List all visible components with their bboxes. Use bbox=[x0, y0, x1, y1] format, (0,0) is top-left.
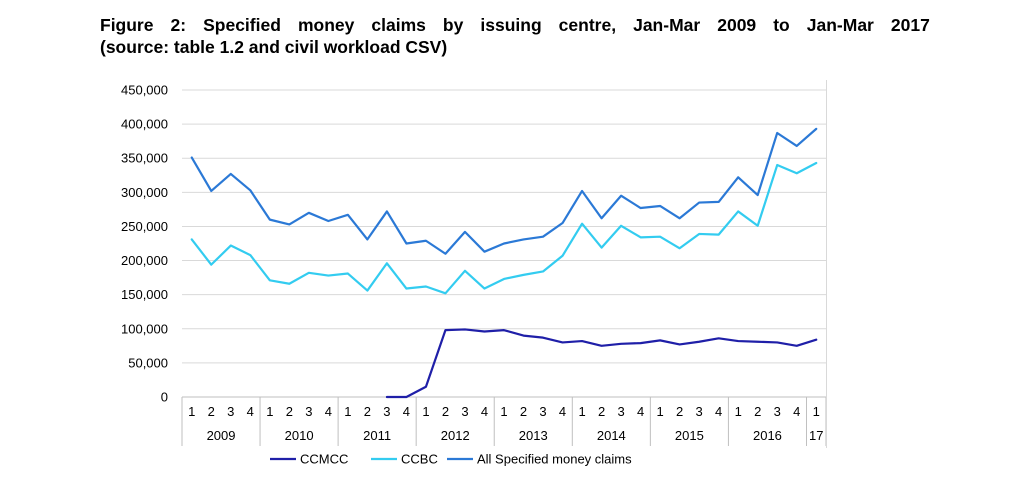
x-tick-label: 2 bbox=[286, 404, 293, 419]
title-word: Specified bbox=[203, 15, 281, 35]
series-line-ccbc bbox=[190, 161, 818, 295]
x-group-label: 2009 bbox=[207, 428, 236, 443]
x-tick-label: 1 bbox=[578, 404, 585, 419]
y-tick-label: 450,000 bbox=[121, 83, 168, 98]
title-word: centre, bbox=[558, 15, 617, 35]
title-word: 2009 bbox=[717, 15, 757, 35]
title-word: issuing bbox=[480, 15, 542, 35]
legend-label: CCMCC bbox=[300, 452, 348, 467]
x-group-label: 2015 bbox=[675, 428, 704, 443]
y-tick-label: 200,000 bbox=[121, 253, 168, 268]
y-tick-label: 300,000 bbox=[121, 185, 168, 200]
x-tick-label: 3 bbox=[461, 404, 468, 419]
title-word: by bbox=[442, 15, 464, 35]
series-line-ccmcc bbox=[385, 328, 818, 399]
series-line-all-specified-money-claims bbox=[190, 127, 818, 255]
x-group-label: 2013 bbox=[519, 428, 548, 443]
chart-area-border bbox=[826, 80, 827, 448]
x-group-label: 2014 bbox=[597, 428, 626, 443]
x-tick-label: 3 bbox=[539, 404, 546, 419]
x-tick-label: 3 bbox=[617, 404, 624, 419]
chart-title-line-2: (source: table 1.2 and civil workload CS… bbox=[100, 37, 448, 57]
x-tick-label: 1 bbox=[813, 404, 820, 419]
x-tick-label: 1 bbox=[735, 404, 742, 419]
x-tick-label: 1 bbox=[266, 404, 273, 419]
x-tick-label: 3 bbox=[227, 404, 234, 419]
x-tick-label: 4 bbox=[637, 404, 644, 419]
chart-title-line-1: Figure 2: Specified money claims by issuing cen… bbox=[100, 14, 930, 36]
x-tick-label: 1 bbox=[344, 404, 351, 419]
x-tick-label: 3 bbox=[774, 404, 781, 419]
x-tick-label: 4 bbox=[793, 404, 800, 419]
title-word: to bbox=[773, 15, 790, 35]
title-word: money bbox=[297, 15, 355, 35]
chart-title: Figure 2: Specified money claims by issuing cen… bbox=[100, 14, 930, 58]
title-word: claims bbox=[371, 15, 426, 35]
legend-label: All Specified money claims bbox=[477, 452, 632, 467]
x-tick-label: 1 bbox=[657, 404, 664, 419]
x-tick-label: 4 bbox=[559, 404, 566, 419]
x-tick-label: 4 bbox=[247, 404, 254, 419]
x-tick-label: 4 bbox=[715, 404, 722, 419]
x-tick-label: 2 bbox=[364, 404, 371, 419]
x-group-label: 17 bbox=[809, 428, 823, 443]
x-tick-label: 4 bbox=[325, 404, 332, 419]
x-tick-label: 3 bbox=[383, 404, 390, 419]
x-tick-label: 2 bbox=[520, 404, 527, 419]
x-tick-label: 2 bbox=[676, 404, 683, 419]
y-tick-label: 350,000 bbox=[121, 151, 168, 166]
x-tick-label: 2 bbox=[442, 404, 449, 419]
y-tick-label: 0 bbox=[161, 390, 168, 405]
x-tick-label: 1 bbox=[422, 404, 429, 419]
title-word: Jan-Mar bbox=[806, 15, 874, 35]
x-tick-label: 2 bbox=[208, 404, 215, 419]
y-tick-label: 50,000 bbox=[128, 355, 168, 370]
x-group-label: 2011 bbox=[363, 428, 391, 443]
x-tick-label: 4 bbox=[481, 404, 488, 419]
x-tick-label: 1 bbox=[188, 404, 195, 419]
legend-label: CCBC bbox=[401, 452, 438, 467]
y-tick-label: 400,000 bbox=[121, 117, 168, 132]
x-group-label: 2016 bbox=[753, 428, 782, 443]
title-word: 2017 bbox=[890, 15, 930, 35]
y-tick-label: 150,000 bbox=[121, 287, 168, 302]
title-word: Jan-Mar bbox=[633, 15, 701, 35]
y-tick-label: 100,000 bbox=[121, 321, 168, 336]
x-tick-label: 1 bbox=[500, 404, 507, 419]
title-word: 2: bbox=[170, 15, 187, 35]
x-tick-label: 2 bbox=[598, 404, 605, 419]
title-word: Figure bbox=[100, 15, 154, 35]
x-tick-label: 3 bbox=[305, 404, 312, 419]
y-tick-label: 250,000 bbox=[121, 219, 168, 234]
x-group-label: 2012 bbox=[441, 428, 470, 443]
x-tick-label: 3 bbox=[696, 404, 703, 419]
x-group-label: 2010 bbox=[285, 428, 314, 443]
x-tick-label: 2 bbox=[754, 404, 761, 419]
x-tick-label: 4 bbox=[403, 404, 410, 419]
